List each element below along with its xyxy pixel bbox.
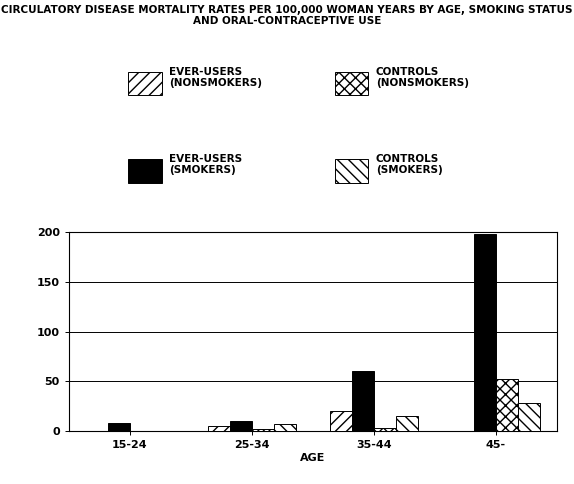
Bar xyxy=(108,423,130,431)
Bar xyxy=(230,421,252,431)
FancyBboxPatch shape xyxy=(335,159,369,182)
Text: CIRCULATORY DISEASE MORTALITY RATES PER 100,000 WOMAN YEARS BY AGE, SMOKING STAT: CIRCULATORY DISEASE MORTALITY RATES PER … xyxy=(1,5,573,27)
Bar xyxy=(518,403,540,431)
FancyBboxPatch shape xyxy=(128,159,162,182)
Bar xyxy=(496,379,518,431)
Bar xyxy=(352,371,374,431)
FancyBboxPatch shape xyxy=(335,72,369,95)
Text: CONTROLS
(NONSMOKERS): CONTROLS (NONSMOKERS) xyxy=(376,67,469,88)
Bar xyxy=(274,424,296,431)
Bar xyxy=(374,428,395,431)
Text: CONTROLS
(SMOKERS): CONTROLS (SMOKERS) xyxy=(376,154,443,175)
Bar xyxy=(474,234,496,431)
FancyBboxPatch shape xyxy=(128,72,162,95)
Bar xyxy=(330,411,352,431)
Text: EVER-USERS
(NONSMOKERS): EVER-USERS (NONSMOKERS) xyxy=(169,67,262,88)
Text: EVER-USERS
(SMOKERS): EVER-USERS (SMOKERS) xyxy=(169,154,242,175)
Bar xyxy=(252,429,274,431)
X-axis label: AGE: AGE xyxy=(300,453,325,463)
Bar xyxy=(208,426,230,431)
Bar xyxy=(396,416,418,431)
